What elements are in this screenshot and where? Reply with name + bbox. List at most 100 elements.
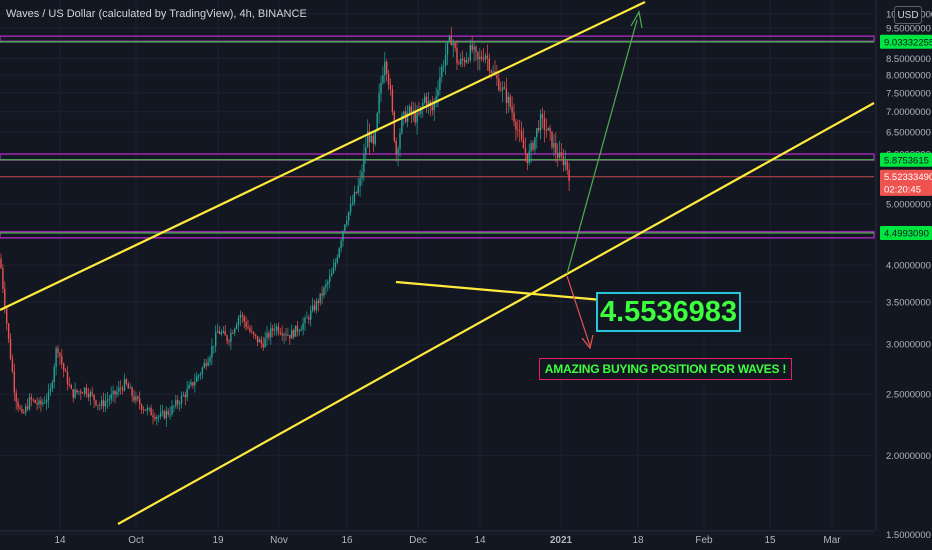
candle-body [306, 317, 308, 319]
candle-body [178, 403, 181, 405]
candle-body [15, 392, 17, 402]
candle-body [370, 135, 373, 143]
candle-body [313, 305, 316, 310]
candle-body [399, 133, 401, 149]
candle-body [304, 317, 306, 324]
candle-body [317, 300, 319, 304]
candle-body [218, 331, 221, 334]
candle-body [114, 390, 116, 395]
candle-body [448, 36, 451, 42]
candle-body [110, 394, 112, 400]
candle-body [80, 391, 82, 394]
level-price-tag [880, 225, 932, 240]
candle-body [538, 128, 540, 131]
candle-body [477, 51, 479, 60]
candle-body [547, 127, 549, 131]
candle-body [418, 112, 420, 114]
currency-button[interactable]: USD [894, 6, 922, 24]
candle-body [365, 147, 367, 155]
candle-body [530, 143, 532, 152]
candle-body [492, 71, 494, 73]
candle-body [228, 341, 230, 343]
candle-body [291, 330, 293, 339]
candle-body [232, 333, 234, 334]
candle-body [196, 376, 198, 382]
candle-body [272, 328, 274, 331]
candle-body [63, 363, 65, 371]
candle-body [235, 324, 238, 329]
candle-body [89, 392, 91, 398]
candle-body [192, 382, 194, 386]
candle-body [568, 169, 570, 181]
price-tick-label: 8.5000000 [886, 54, 931, 65]
candle-body [427, 101, 430, 105]
candle-body [123, 379, 126, 391]
level-price-tag [880, 181, 932, 196]
candle-body [520, 130, 523, 140]
candle-body [397, 148, 399, 155]
projection-arrow-up [566, 19, 638, 275]
price-tick-label: 2.5000000 [886, 390, 931, 401]
time-tick-label: Mar [823, 535, 841, 546]
level-price-label: 5.8753615 [884, 155, 929, 166]
candle-body [135, 396, 137, 401]
candle-body [524, 148, 527, 154]
candle-body [226, 335, 228, 342]
candle-body [279, 332, 281, 334]
candle-body [465, 59, 468, 63]
candle-body [277, 326, 280, 333]
candle-body [112, 390, 114, 395]
candle-body [408, 106, 411, 114]
candle-body [441, 66, 443, 77]
candle-body [169, 414, 171, 416]
candle-body [475, 46, 477, 52]
candle-body [87, 394, 90, 398]
candle-body [517, 129, 519, 131]
candle-body [336, 257, 338, 263]
candle-body [557, 153, 559, 158]
candle-body [203, 363, 205, 368]
candle-body [308, 317, 310, 320]
candle-body [82, 393, 84, 394]
candle-body [57, 348, 59, 353]
projection-arrow-down [566, 275, 591, 347]
candle-body [519, 130, 521, 131]
candle-body [175, 400, 177, 406]
candle-body [458, 63, 460, 65]
candle-body [387, 73, 390, 85]
candle-body [374, 130, 376, 144]
candle-body [334, 262, 337, 268]
candle-body [59, 352, 61, 357]
candle-body [355, 192, 357, 193]
candle-body [158, 416, 160, 418]
candle-body [47, 391, 50, 401]
candle-body [182, 394, 185, 396]
candle-body [296, 325, 299, 332]
candle-body [6, 308, 8, 324]
candle-body [25, 406, 27, 413]
support-trend-line [395, 280, 626, 304]
price-tick-label: 3.5000000 [886, 297, 931, 308]
candle-body [108, 399, 110, 401]
candle-body [211, 346, 213, 358]
candle-body [378, 93, 380, 114]
candle-body [144, 409, 147, 411]
time-tick-label: 18 [632, 535, 644, 546]
candle-body [332, 267, 335, 274]
time-tick-label: Feb [695, 535, 713, 546]
candle-body [154, 417, 156, 420]
candle-body [163, 411, 166, 419]
candle-body [479, 56, 481, 60]
time-tick-label: 19 [212, 535, 224, 546]
candle-body [0, 258, 2, 269]
level-price-tag [880, 169, 932, 184]
candle-body [21, 408, 23, 413]
candle-body [446, 41, 449, 55]
candle-body [344, 224, 346, 232]
candle-body [262, 343, 264, 348]
candle-body [118, 387, 120, 392]
candle-body [190, 382, 192, 385]
candle-body [264, 338, 266, 348]
level-zone [0, 35, 875, 43]
